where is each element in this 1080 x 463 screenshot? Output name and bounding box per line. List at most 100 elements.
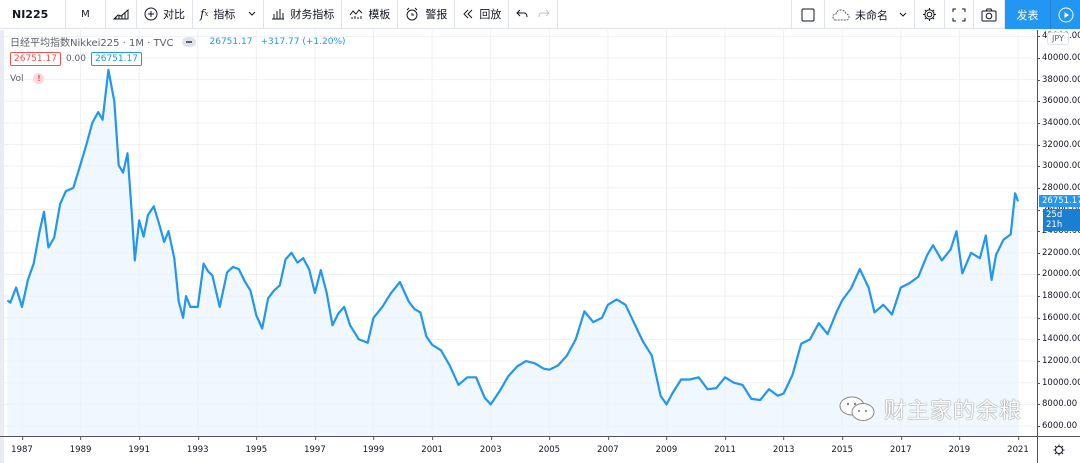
value-red-box: 26751.17 xyxy=(10,52,61,66)
chart-pane[interactable] xyxy=(0,30,1037,437)
x-tick-label: 2003 xyxy=(479,437,502,455)
indicators-label: 指标 xyxy=(213,8,236,21)
settings-button[interactable] xyxy=(915,0,945,29)
x-tick-label: 1991 xyxy=(128,437,150,455)
y-tick-label: 22000.00 xyxy=(1037,248,1080,258)
financials-label: 财务指标 xyxy=(290,8,335,21)
y-tick-label: 18000.00 xyxy=(1037,291,1080,301)
price-chart[interactable] xyxy=(0,30,1037,437)
fullscreen-icon xyxy=(952,8,966,22)
rewind-icon xyxy=(462,9,474,19)
x-tick-label: 1987 xyxy=(11,437,33,455)
y-tick-label: 36000.00 xyxy=(1037,96,1080,106)
y-tick-label: 40000.00 xyxy=(1037,53,1080,63)
time-axis[interactable]: 1987 1989 1991 1993 1995 1997 1999 2001 2003 2005… xyxy=(0,436,1037,463)
y-tick-label: 28000.00 xyxy=(1037,183,1080,193)
bar-chart-icon xyxy=(271,8,285,20)
play-circle-icon xyxy=(1058,7,1074,23)
compare-button[interactable]: 对比 xyxy=(137,0,193,28)
area-chart-icon xyxy=(113,8,129,20)
x-tick-label: 1989 xyxy=(69,437,92,455)
area-fill xyxy=(7,69,1018,437)
y-tick-label: 38000.00 xyxy=(1037,75,1080,85)
price-axis[interactable]: 6000.00 8000.00 10000.00 12000.00 14000.00 16… xyxy=(1036,30,1080,436)
layout-name-button[interactable]: 未命名 xyxy=(825,0,915,29)
y-tick-label: 12000.00 xyxy=(1037,356,1080,366)
screenshot-button[interactable] xyxy=(974,0,1005,29)
x-tick-label: 2005 xyxy=(538,437,561,455)
undo-icon[interactable] xyxy=(516,9,528,19)
square-icon xyxy=(801,8,815,22)
x-tick-label: 2019 xyxy=(948,437,971,455)
alarm-clock-icon xyxy=(405,7,420,22)
financials-button[interactable]: 财务指标 xyxy=(264,0,343,28)
publish-button[interactable]: 发表 xyxy=(1005,0,1050,29)
templates-button[interactable]: 模板 xyxy=(342,0,399,28)
chart-type-button[interactable] xyxy=(106,0,137,28)
replay-label: 回放 xyxy=(479,8,502,21)
y-tick-label: 14000.00 xyxy=(1037,334,1080,344)
y-tick-label: 30000.00 xyxy=(1037,161,1080,171)
last-price: 26751.17 xyxy=(209,36,253,47)
alert-button[interactable]: 警报 xyxy=(398,0,456,28)
warning-icon[interactable]: ! xyxy=(33,73,45,84)
x-tick-label: 2017 xyxy=(889,437,912,455)
symbol-label: NI225 xyxy=(12,7,49,21)
x-tick-label: 2001 xyxy=(421,437,443,455)
x-tick-label: 2015 xyxy=(831,437,854,455)
redo-icon[interactable] xyxy=(538,9,551,19)
undo-redo-group xyxy=(509,0,559,28)
symbol-search[interactable]: NI225 xyxy=(0,0,66,28)
chevron-down-icon xyxy=(899,12,907,18)
countdown-tag: 25d 21h xyxy=(1043,209,1080,231)
y-tick-label: 8000.00 xyxy=(1036,399,1078,410)
y-tick-label: 20000.00 xyxy=(1037,269,1080,279)
replay-button[interactable]: 回放 xyxy=(455,0,510,28)
price-line xyxy=(6,68,1020,406)
y-tick-label: 6000.00 xyxy=(1036,421,1078,431)
x-tick-label: 2011 xyxy=(714,437,736,455)
volume-legend: Vol ! xyxy=(10,73,45,84)
currency-label[interactable]: JPY xyxy=(1047,32,1069,45)
cloud-icon xyxy=(832,8,850,21)
gear-icon xyxy=(1053,444,1065,456)
y-tick-label: 16000.00 xyxy=(1037,313,1080,323)
publish-label: 发表 xyxy=(1016,8,1039,22)
y-tick-label: 10000.00 xyxy=(1037,378,1080,388)
x-tick-label: 2009 xyxy=(655,437,678,455)
y-tick-label: 24000.00 xyxy=(1037,226,1080,236)
templates-icon xyxy=(349,8,363,20)
watermark-text: 财主家的余粮 xyxy=(884,399,1023,424)
x-tick-label: 1997 xyxy=(304,437,326,455)
left-edge-bar xyxy=(0,30,4,463)
x-tick-label: 1999 xyxy=(362,437,385,455)
layout-toggle-button[interactable] xyxy=(791,0,825,29)
wechat-icon xyxy=(838,395,878,423)
collapse-legend-button[interactable] xyxy=(181,36,196,47)
interval-label: M xyxy=(81,8,90,20)
y-tick-label: 34000.00 xyxy=(1037,118,1080,128)
value-blue-box: 26751.17 xyxy=(91,52,142,66)
x-tick-label: 1995 xyxy=(245,437,268,455)
x-tick-label: 2007 xyxy=(597,437,619,455)
fullscreen-button[interactable] xyxy=(945,0,974,29)
x-tick-label: 2021 xyxy=(1007,437,1029,455)
watermark: 财主家的余粮 xyxy=(838,393,1022,425)
vol-label: Vol xyxy=(10,73,24,84)
interval-button[interactable]: M xyxy=(66,0,106,28)
y-tick-label: 32000.00 xyxy=(1037,140,1080,150)
compare-label: 对比 xyxy=(163,8,185,21)
camera-icon xyxy=(981,8,997,22)
series-legend: 日经平均指数Nikkei225 · 1M · TVC 26751.17 +317… xyxy=(10,34,346,49)
value-boxes: 26751.17 0.00 26751.17 xyxy=(10,52,142,66)
chevron-down-icon[interactable] xyxy=(248,11,256,17)
series-title: 日经平均指数Nikkei225 · 1M · TVC xyxy=(10,38,174,49)
layout-name-label: 未命名 xyxy=(855,8,888,22)
x-tick-label: 2013 xyxy=(772,437,795,455)
play-button[interactable] xyxy=(1050,0,1080,29)
axis-settings-button[interactable] xyxy=(1037,436,1080,463)
templates-label: 模板 xyxy=(368,8,391,21)
